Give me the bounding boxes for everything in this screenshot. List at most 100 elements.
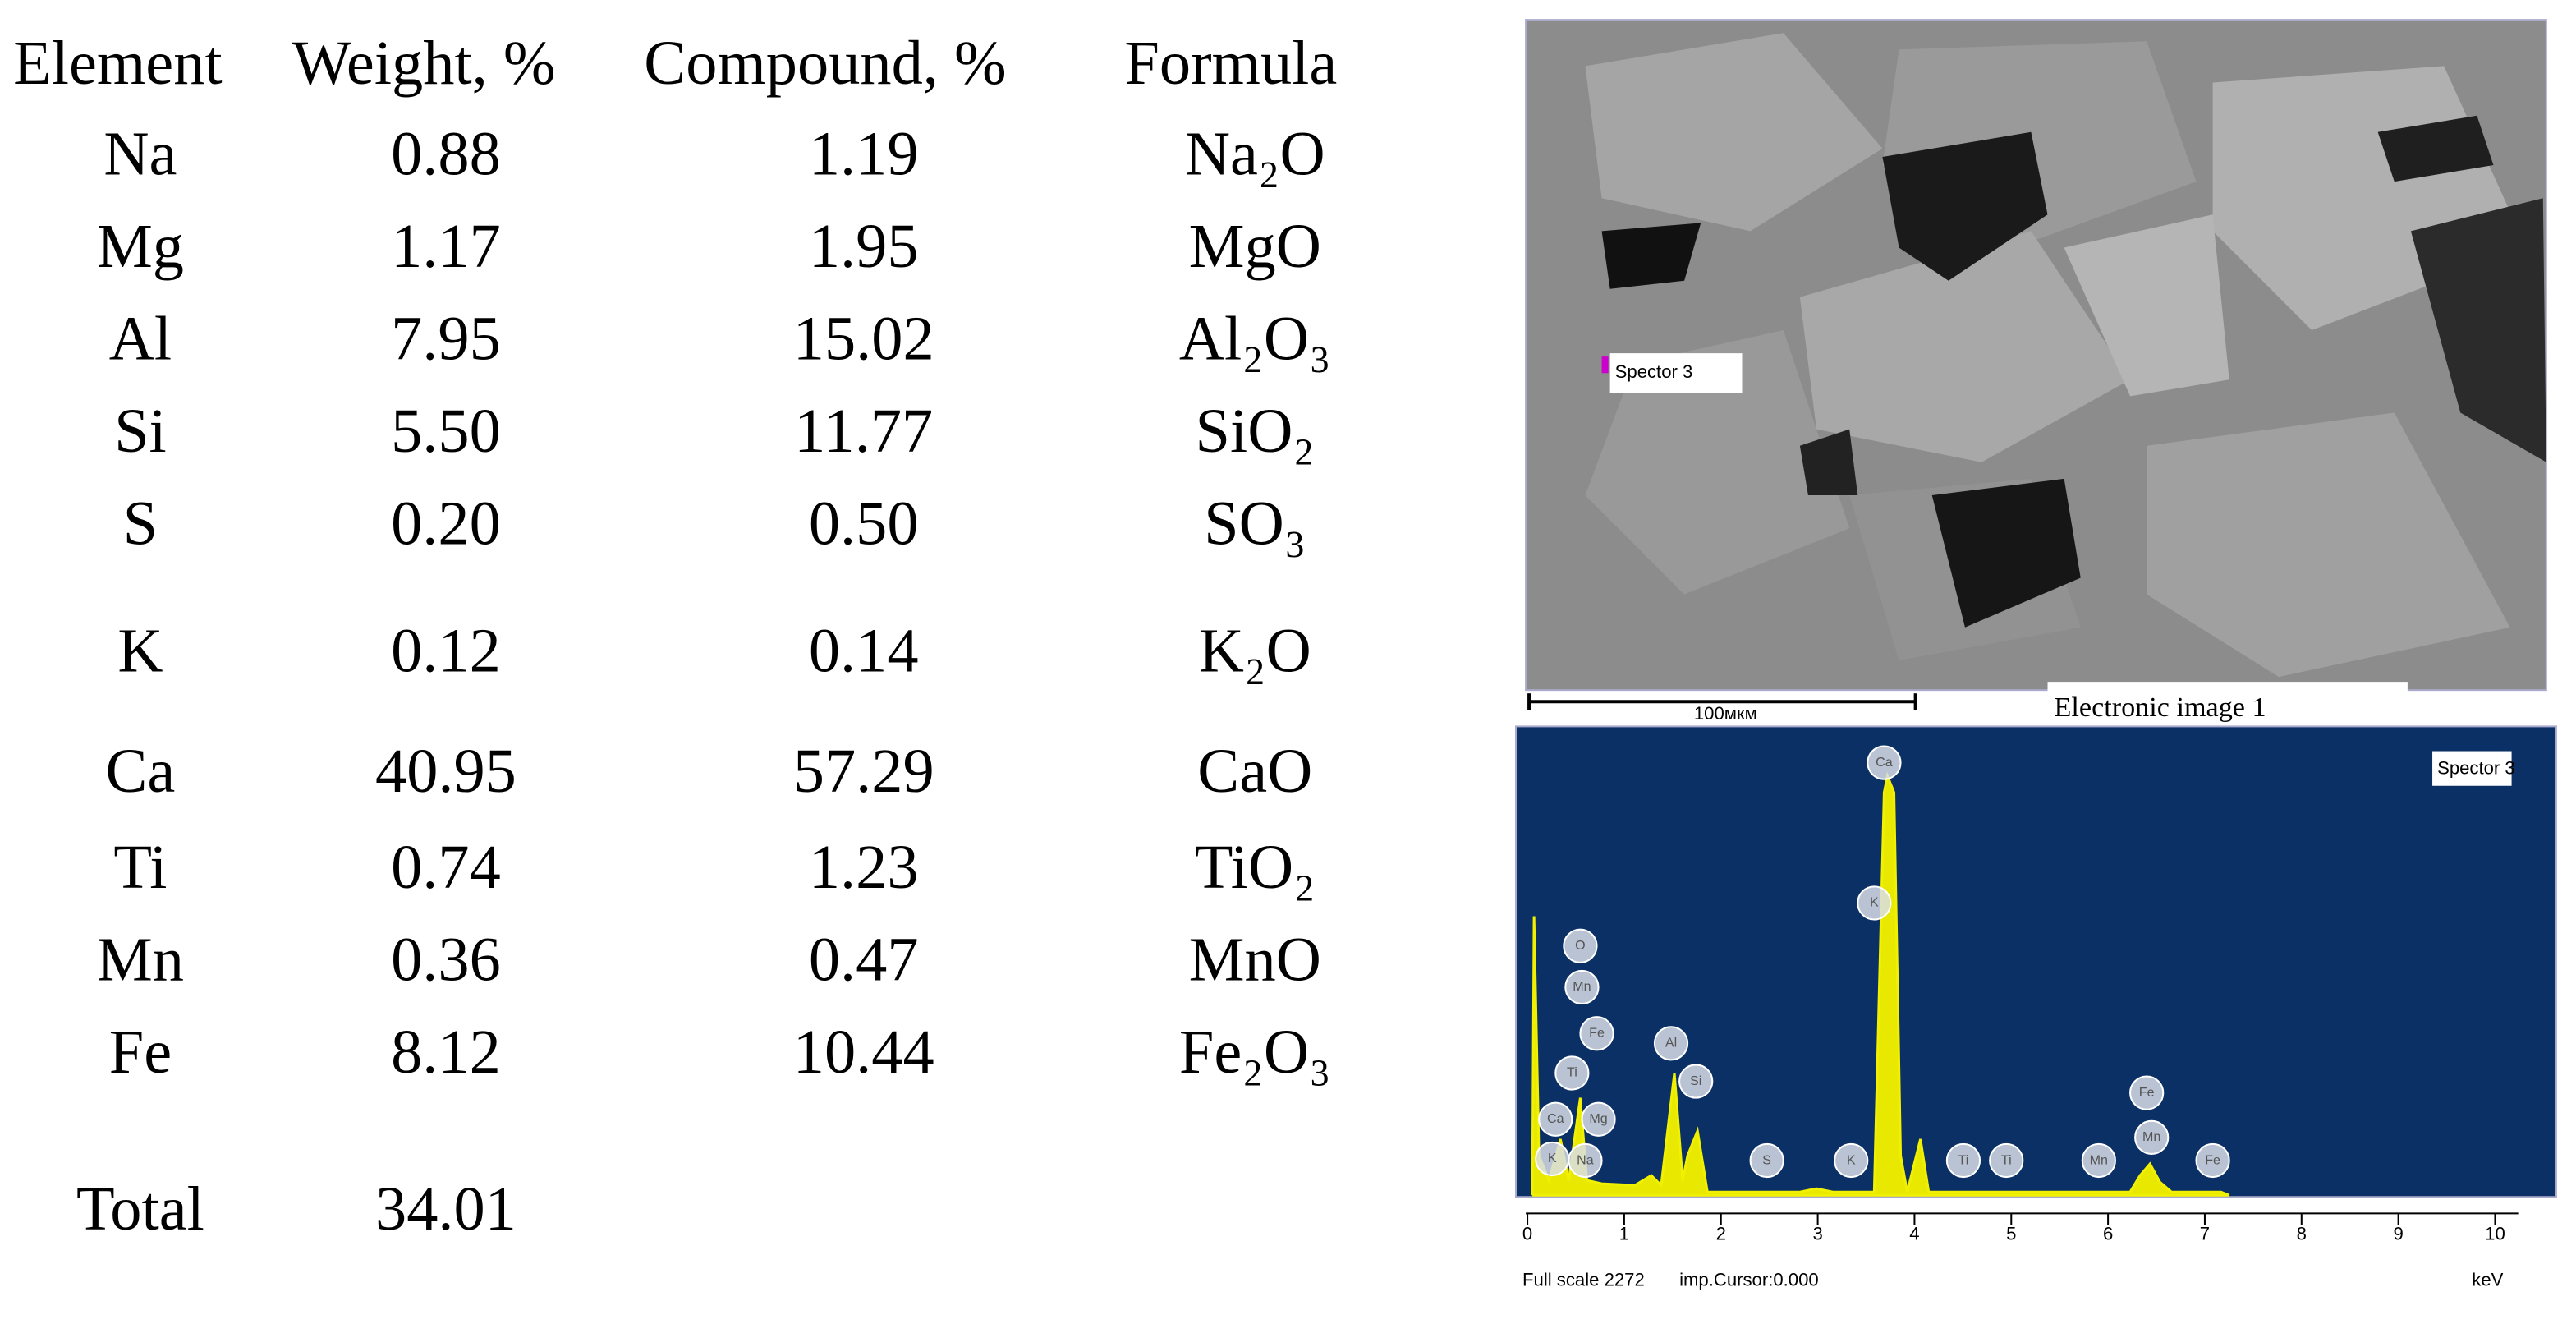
peak-bubble bbox=[1579, 1016, 1614, 1051]
table-cell: Mn bbox=[97, 924, 184, 994]
table-cell: 1.17 bbox=[391, 211, 501, 281]
peak-label: Mg bbox=[1589, 1111, 1607, 1126]
table-cell: Al bbox=[109, 304, 172, 374]
x-tick-label: 10 bbox=[2485, 1223, 2505, 1244]
x-tick-label: 5 bbox=[2006, 1223, 2016, 1244]
table-cell: Na bbox=[103, 119, 177, 189]
x-tick-label: 9 bbox=[2393, 1223, 2403, 1244]
table-cell: 11.77 bbox=[794, 396, 933, 466]
table-cell: 15.02 bbox=[793, 304, 934, 374]
table-cell: 0.50 bbox=[809, 489, 919, 559]
peak-bubble bbox=[1857, 885, 1892, 921]
marker-label: Spector 3 bbox=[1615, 361, 1693, 382]
x-tick-label: 1 bbox=[1619, 1223, 1629, 1244]
table-cell: S bbox=[123, 489, 158, 559]
peak-label: Ti bbox=[1958, 1152, 1969, 1167]
x-tick-label: 3 bbox=[1812, 1223, 1822, 1244]
column-header: Compound, % bbox=[644, 28, 1006, 98]
table-cell: TiO₂ bbox=[1195, 832, 1316, 902]
peak-label: Mn bbox=[2142, 1129, 2160, 1144]
peak-label: Na bbox=[1577, 1152, 1594, 1167]
peak-label: Al bbox=[1665, 1036, 1677, 1050]
table-cell: 7.95 bbox=[391, 304, 501, 374]
peak-label: Ca bbox=[1876, 755, 1893, 770]
table-cell: Ca bbox=[105, 736, 175, 806]
image-caption: Electronic image 1 bbox=[2055, 692, 2266, 723]
full-scale: Full scale 2272 bbox=[1522, 1270, 1645, 1290]
peak-bubble bbox=[2195, 1142, 2230, 1179]
peak-label: K bbox=[1847, 1152, 1856, 1167]
table-cell: 8.12 bbox=[391, 1017, 501, 1087]
table-cell: 57.29 bbox=[793, 736, 934, 806]
peak-label: Fe bbox=[2139, 1085, 2155, 1100]
table-cell: 0.47 bbox=[809, 924, 919, 994]
peak-bubble bbox=[1867, 745, 1902, 780]
spectrum: Spector 3 Full scale 2272 imp.Cursor:0.0… bbox=[1514, 725, 2557, 1290]
peak-label: Fe bbox=[2205, 1152, 2220, 1167]
peak-label: Ca bbox=[1547, 1111, 1564, 1126]
table-cell: SiO₂ bbox=[1196, 396, 1316, 466]
x-tick-label: 8 bbox=[2297, 1223, 2307, 1244]
table-cell: MnO bbox=[1189, 924, 1321, 994]
x-tick-label: 4 bbox=[1909, 1223, 1919, 1244]
column-header: Weight, % bbox=[292, 28, 556, 98]
peak-bubble bbox=[1834, 1142, 1869, 1179]
table-cell: 0.20 bbox=[391, 489, 501, 559]
table-cell: Si bbox=[114, 396, 167, 466]
cursor: imp.Cursor:0.000 bbox=[1679, 1270, 1819, 1290]
peak-label: Mn bbox=[2090, 1152, 2108, 1167]
table-cell: Fe bbox=[109, 1017, 172, 1087]
table-cell: Na₂O bbox=[1185, 119, 1325, 189]
peak-bubble bbox=[1564, 969, 1600, 1005]
table-cell: K₂O bbox=[1199, 616, 1311, 686]
x-tick-label: 6 bbox=[2103, 1223, 2113, 1244]
sem-image: Spector 3 100мкм Electronic image 1 bbox=[1525, 19, 2547, 727]
x-tick-label: 0 bbox=[1522, 1223, 1532, 1244]
table-cell: 0.36 bbox=[391, 924, 501, 994]
scale-bar-label: 100мкм bbox=[1694, 703, 1757, 724]
table-cell: 1.19 bbox=[809, 119, 919, 189]
table-cell: SO₃ bbox=[1204, 489, 1306, 559]
peak-bubble bbox=[2129, 1075, 2165, 1110]
table-cell: CaO bbox=[1197, 736, 1312, 806]
x-tick-label: 7 bbox=[2200, 1223, 2210, 1244]
table-cell: 1.23 bbox=[809, 832, 919, 902]
table-cell: Ti bbox=[113, 832, 167, 902]
table-cell: K bbox=[117, 616, 163, 686]
table-cell: 5.50 bbox=[391, 396, 501, 466]
table-cell: 0.12 bbox=[391, 616, 501, 686]
table-cell: Fe₂O₃ bbox=[1179, 1017, 1331, 1087]
peak-label: Si bbox=[1690, 1073, 1701, 1088]
peak-label: K bbox=[1870, 895, 1879, 910]
table-cell: 0.74 bbox=[391, 832, 501, 902]
peak-bubble bbox=[1678, 1064, 1714, 1099]
peak-bubble bbox=[1581, 1101, 1616, 1137]
peak-label: K bbox=[1548, 1151, 1557, 1165]
peak-bubble bbox=[1568, 1142, 1603, 1179]
peak-label: S bbox=[1762, 1152, 1771, 1167]
table-cell: Al₂O₃ bbox=[1179, 304, 1331, 374]
peak-bubble bbox=[1563, 928, 1598, 963]
peak-bubble bbox=[1554, 1055, 1590, 1091]
peak-bubble bbox=[1945, 1142, 1981, 1179]
peak-label: Fe bbox=[1589, 1025, 1605, 1040]
table-cell: MgO bbox=[1189, 211, 1321, 281]
total-label: Total bbox=[76, 1174, 204, 1244]
total-value: 34.01 bbox=[375, 1174, 517, 1244]
table-cell: 1.95 bbox=[809, 211, 919, 281]
peak-bubble bbox=[2081, 1142, 2116, 1179]
peak-bubble bbox=[1653, 1026, 1689, 1061]
peak-label: Ti bbox=[2001, 1152, 2012, 1167]
table-cell: 0.88 bbox=[391, 119, 501, 189]
table-cell: 0.14 bbox=[809, 616, 919, 686]
peak-bubble bbox=[1989, 1142, 2024, 1179]
spectrum-label: Spector 3 bbox=[2437, 757, 2515, 778]
column-header: Formula bbox=[1124, 28, 1337, 98]
peak-label: Mn bbox=[1573, 979, 1591, 994]
table-cell: 40.95 bbox=[375, 736, 517, 806]
peak-label: O bbox=[1575, 938, 1586, 953]
x-tick-label: 2 bbox=[1716, 1223, 1726, 1244]
peak-label: Ti bbox=[1567, 1065, 1577, 1080]
